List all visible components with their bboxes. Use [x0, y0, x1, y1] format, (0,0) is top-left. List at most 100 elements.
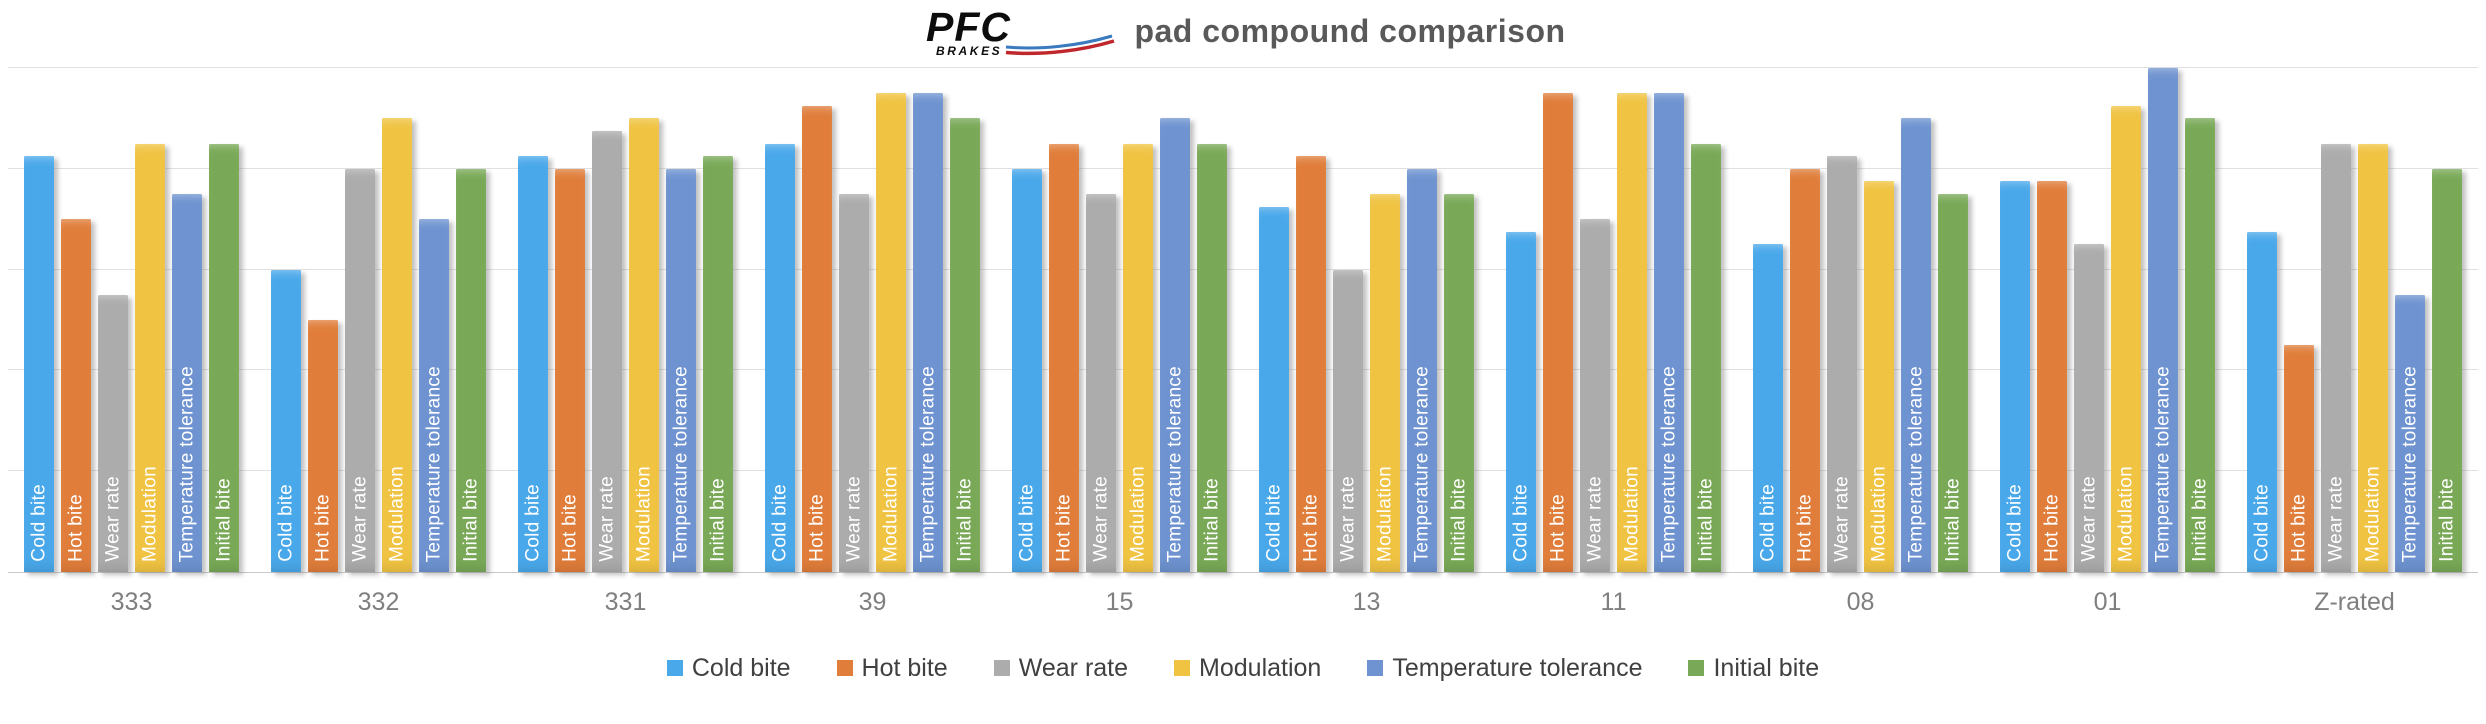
- bar-series-label: Hot bite: [1547, 494, 1569, 562]
- bar-series-label: Wear rate: [1831, 476, 1853, 562]
- plot-area: Cold bite Hot bite Wear rate Modulation Temp…: [8, 67, 2478, 573]
- bar-series-label: Cold bite: [2251, 484, 2273, 562]
- legend-swatch: [993, 660, 1010, 676]
- bar-group-13: Cold bite Hot bite Wear rate Modulation Temp…: [1243, 68, 1490, 572]
- bar-series-label: Initial bite: [1942, 478, 1964, 562]
- bar-Z-rated-modulation: Modulation: [2358, 143, 2388, 572]
- bar-08-hot-bite: Hot bite: [1790, 168, 1820, 572]
- legend-label: Cold bite: [691, 653, 791, 682]
- bar-332-wear-rate: Wear rate: [345, 168, 375, 572]
- bar-series-label: Temperature tolerance: [423, 365, 445, 562]
- bar-Z-rated-temperature-tolerance: Temperature tolerance: [2395, 294, 2425, 572]
- bar-series-label: Cold bite: [1016, 484, 1038, 562]
- bar-series-label: Cold bite: [28, 484, 50, 562]
- category-label-332: 332: [357, 588, 400, 616]
- bar-Z-rated-wear-rate: Wear rate: [2321, 143, 2351, 572]
- bar-39-cold-bite: Cold bite: [765, 143, 795, 572]
- bar-series-label: Temperature tolerance: [2399, 365, 2421, 562]
- legend-swatch: [836, 660, 853, 676]
- page-title: pad compound comparison: [1134, 12, 1566, 49]
- legend: Cold bite Hot bite Wear rate Modulation Temp…: [0, 648, 2486, 688]
- bar-series-label: Hot bite: [1053, 494, 1075, 562]
- legend-swatch: [1174, 660, 1191, 676]
- bar-series-label: Modulation: [633, 466, 655, 562]
- bar-series-label: Temperature tolerance: [670, 365, 692, 562]
- bar-331-modulation: Modulation: [629, 118, 659, 572]
- bar-series-label: Initial bite: [1695, 478, 1717, 562]
- bar-series-label: Initial bite: [1201, 478, 1223, 562]
- bar-01-hot-bite: Hot bite: [2037, 181, 2067, 572]
- bar-series-label: Wear rate: [843, 476, 865, 562]
- bar-331-wear-rate: Wear rate: [592, 131, 622, 572]
- legend-item-temperature-tolerance: Temperature tolerance: [1367, 654, 1642, 683]
- bar-08-wear-rate: Wear rate: [1827, 156, 1857, 572]
- bar-332-cold-bite: Cold bite: [271, 269, 301, 572]
- bar-series-label: Hot bite: [806, 494, 828, 562]
- bar-01-cold-bite: Cold bite: [2000, 181, 2030, 572]
- bar-series-label: Initial bite: [213, 478, 235, 562]
- bar-13-cold-bite: Cold bite: [1259, 206, 1289, 572]
- bar-series-label: Hot bite: [2041, 494, 2063, 562]
- bar-series-label: Initial bite: [707, 478, 729, 562]
- bar-series-label: Wear rate: [1090, 476, 1112, 562]
- bar-15-wear-rate: Wear rate: [1086, 194, 1116, 572]
- category-label-08: 08: [1846, 588, 1875, 616]
- gridline-4: [8, 369, 2478, 371]
- bar-332-initial-bite: Initial bite: [456, 168, 486, 572]
- bar-series-label: Temperature tolerance: [1411, 365, 1433, 562]
- bar-series-label: Initial bite: [2189, 478, 2211, 562]
- bar-series-label: Temperature tolerance: [917, 365, 939, 562]
- bar-group-39: Cold bite Hot bite Wear rate Modulation Temp…: [749, 68, 996, 572]
- bar-332-temperature-tolerance: Temperature tolerance: [419, 219, 449, 572]
- bar-series-label: Modulation: [1374, 466, 1396, 562]
- bar-series-label: Cold bite: [1757, 484, 1779, 562]
- bar-group-Z-rated: Cold bite Hot bite Wear rate Modulation Temp…: [2231, 68, 2478, 572]
- bar-group-11: Cold bite Hot bite Wear rate Modulation Temp…: [1490, 68, 1737, 572]
- bar-333-initial-bite: Initial bite: [209, 143, 239, 572]
- bar-series-label: Hot bite: [559, 494, 581, 562]
- bar-39-temperature-tolerance: Temperature tolerance: [913, 93, 943, 572]
- bar-Z-rated-cold-bite: Cold bite: [2247, 231, 2277, 572]
- bar-series-label: Cold bite: [1263, 484, 1285, 562]
- bar-group-01: Cold bite Hot bite Wear rate Modulation Temp…: [1984, 68, 2231, 572]
- bar-11-wear-rate: Wear rate: [1580, 219, 1610, 572]
- bar-13-initial-bite: Initial bite: [1444, 194, 1474, 572]
- chart-header: PFC BRAKES pad compound comparison: [0, 0, 2486, 62]
- legend-item-cold-bite: Cold bite: [666, 653, 791, 683]
- bar-series-label: Initial bite: [954, 478, 976, 562]
- category-axis-labels: 333 332 331 39 15 13 11 08 01 Z-rated: [8, 586, 2478, 618]
- bar-group-333: Cold bite Hot bite Wear rate Modulation Temp…: [8, 68, 255, 572]
- bar-332-modulation: Modulation: [382, 118, 412, 572]
- category-label-01: 01: [2093, 588, 2122, 616]
- bar-15-temperature-tolerance: Temperature tolerance: [1160, 118, 1190, 572]
- bar-series-label: Temperature tolerance: [1164, 365, 1186, 562]
- bar-331-cold-bite: Cold bite: [518, 156, 548, 572]
- bar-333-modulation: Modulation: [135, 143, 165, 572]
- bar-series-label: Temperature tolerance: [176, 365, 198, 562]
- bar-08-modulation: Modulation: [1864, 181, 1894, 572]
- bar-01-wear-rate: Wear rate: [2074, 244, 2104, 572]
- bar-series-label: Wear rate: [1337, 476, 1359, 562]
- bar-groups: Cold bite Hot bite Wear rate Modulation Temp…: [8, 68, 2478, 572]
- bar-series-label: Modulation: [2115, 466, 2137, 562]
- bar-group-08: Cold bite Hot bite Wear rate Modulation Temp…: [1737, 68, 1984, 572]
- gridline-8: [8, 167, 2478, 169]
- bar-series-label: Modulation: [1621, 466, 1643, 562]
- bar-series-label: Hot bite: [2288, 494, 2310, 562]
- legend-item-hot-bite: Hot bite: [836, 653, 948, 683]
- category-label-Z-rated: Z-rated: [2314, 588, 2395, 616]
- pfc-brakes-logo: PFC BRAKES: [926, 5, 1115, 57]
- gridline-6: [8, 268, 2478, 270]
- legend-label: Initial bite: [1713, 653, 1820, 682]
- bar-series-label: Cold bite: [1510, 484, 1532, 562]
- bar-331-initial-bite: Initial bite: [703, 156, 733, 572]
- bar-01-initial-bite: Initial bite: [2185, 118, 2215, 572]
- bar-series-label: Wear rate: [1584, 476, 1606, 562]
- bar-group-331: Cold bite Hot bite Wear rate Modulation Temp…: [502, 68, 749, 572]
- legend-swatch: [1688, 660, 1705, 676]
- legend-label: Hot bite: [861, 653, 948, 682]
- bar-15-hot-bite: Hot bite: [1049, 143, 1079, 572]
- bar-13-hot-bite: Hot bite: [1296, 156, 1326, 572]
- legend-label: Temperature tolerance: [1392, 653, 1643, 682]
